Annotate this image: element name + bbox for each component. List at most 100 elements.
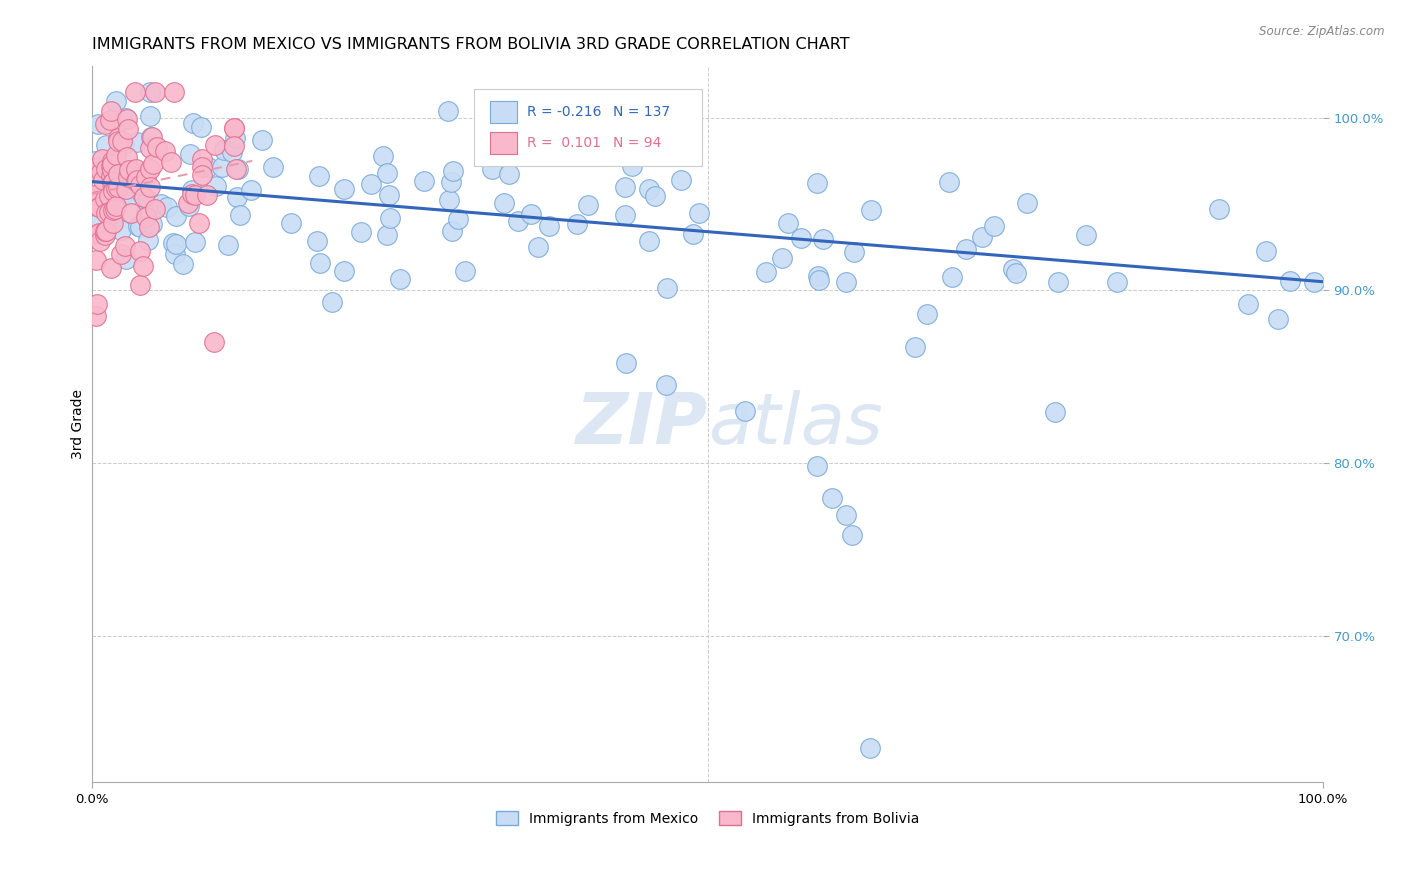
Point xyxy=(195,187,218,202)
Point xyxy=(162,235,184,250)
Point xyxy=(89,200,111,214)
Point xyxy=(87,226,110,240)
Point xyxy=(229,208,252,222)
Text: R =  0.101: R = 0.101 xyxy=(527,136,600,150)
Point xyxy=(1303,275,1326,289)
Point xyxy=(135,205,157,219)
Point xyxy=(190,152,212,166)
Point xyxy=(172,256,194,270)
Point xyxy=(125,174,148,188)
Point xyxy=(806,459,828,474)
Point xyxy=(115,182,138,196)
Point xyxy=(821,491,844,505)
Point xyxy=(1005,266,1028,280)
Point xyxy=(94,117,117,131)
Point xyxy=(139,130,162,145)
Point xyxy=(373,149,395,163)
Point xyxy=(321,295,343,310)
Point xyxy=(770,251,793,265)
Text: N = 137: N = 137 xyxy=(613,105,671,120)
Text: ZIP: ZIP xyxy=(575,390,707,458)
Point xyxy=(94,224,117,238)
Point xyxy=(904,340,927,354)
Point xyxy=(115,112,138,126)
Point xyxy=(105,94,128,108)
Point xyxy=(86,227,108,241)
Text: R = -0.216: R = -0.216 xyxy=(527,105,602,120)
Point xyxy=(131,187,153,202)
Point xyxy=(225,190,247,204)
Point xyxy=(86,160,108,174)
Point xyxy=(576,198,599,212)
Point xyxy=(1208,202,1230,216)
Point xyxy=(104,148,127,162)
Point xyxy=(204,178,226,193)
Point xyxy=(91,173,114,187)
Point xyxy=(179,147,201,161)
Point xyxy=(250,133,273,147)
Point xyxy=(190,120,212,134)
Point xyxy=(87,166,110,180)
Point xyxy=(111,134,134,148)
Point xyxy=(184,235,207,250)
Point xyxy=(1105,275,1128,289)
Point xyxy=(498,168,520,182)
Point xyxy=(447,212,470,227)
Point xyxy=(309,256,332,270)
Point xyxy=(644,188,666,202)
Text: Source: ZipAtlas.com: Source: ZipAtlas.com xyxy=(1260,25,1385,38)
Text: atlas: atlas xyxy=(707,390,883,458)
FancyBboxPatch shape xyxy=(489,102,517,123)
Point xyxy=(280,216,302,230)
Point xyxy=(90,152,112,166)
Point xyxy=(139,141,162,155)
Point xyxy=(938,175,960,189)
Point xyxy=(637,182,659,196)
Point xyxy=(83,192,105,206)
Point xyxy=(844,245,866,260)
Point xyxy=(115,252,138,266)
Point xyxy=(211,161,233,175)
Point xyxy=(100,184,122,198)
Point xyxy=(184,187,207,202)
Point xyxy=(136,233,159,247)
Point xyxy=(262,161,284,175)
Point xyxy=(239,183,262,197)
Point xyxy=(101,153,124,168)
Point xyxy=(179,199,201,213)
Point xyxy=(101,176,124,190)
Point xyxy=(83,164,105,178)
Point xyxy=(136,193,159,207)
Point xyxy=(655,378,678,392)
Legend: Immigrants from Mexico, Immigrants from Bolivia: Immigrants from Mexico, Immigrants from … xyxy=(496,811,920,826)
Point xyxy=(191,160,214,174)
Point xyxy=(755,265,778,279)
Point xyxy=(96,138,118,153)
Point xyxy=(835,508,858,522)
Point xyxy=(132,259,155,273)
Point xyxy=(124,165,146,179)
Point xyxy=(378,211,401,225)
Point xyxy=(375,166,398,180)
Point xyxy=(129,219,152,234)
Point xyxy=(125,161,148,176)
Point xyxy=(498,139,520,153)
Point xyxy=(163,85,186,99)
Point xyxy=(160,155,183,169)
Point xyxy=(120,206,142,220)
Point xyxy=(143,85,166,99)
Point xyxy=(97,188,120,202)
Point xyxy=(101,216,124,230)
Point xyxy=(165,209,187,223)
Point xyxy=(107,180,129,194)
Point xyxy=(100,103,122,118)
Point xyxy=(87,117,110,131)
Point xyxy=(139,162,162,177)
Point xyxy=(481,161,503,176)
Point xyxy=(87,201,110,215)
Point xyxy=(115,112,138,126)
Point xyxy=(915,307,938,321)
Point xyxy=(86,297,108,311)
Point xyxy=(110,223,132,237)
Point xyxy=(108,167,131,181)
